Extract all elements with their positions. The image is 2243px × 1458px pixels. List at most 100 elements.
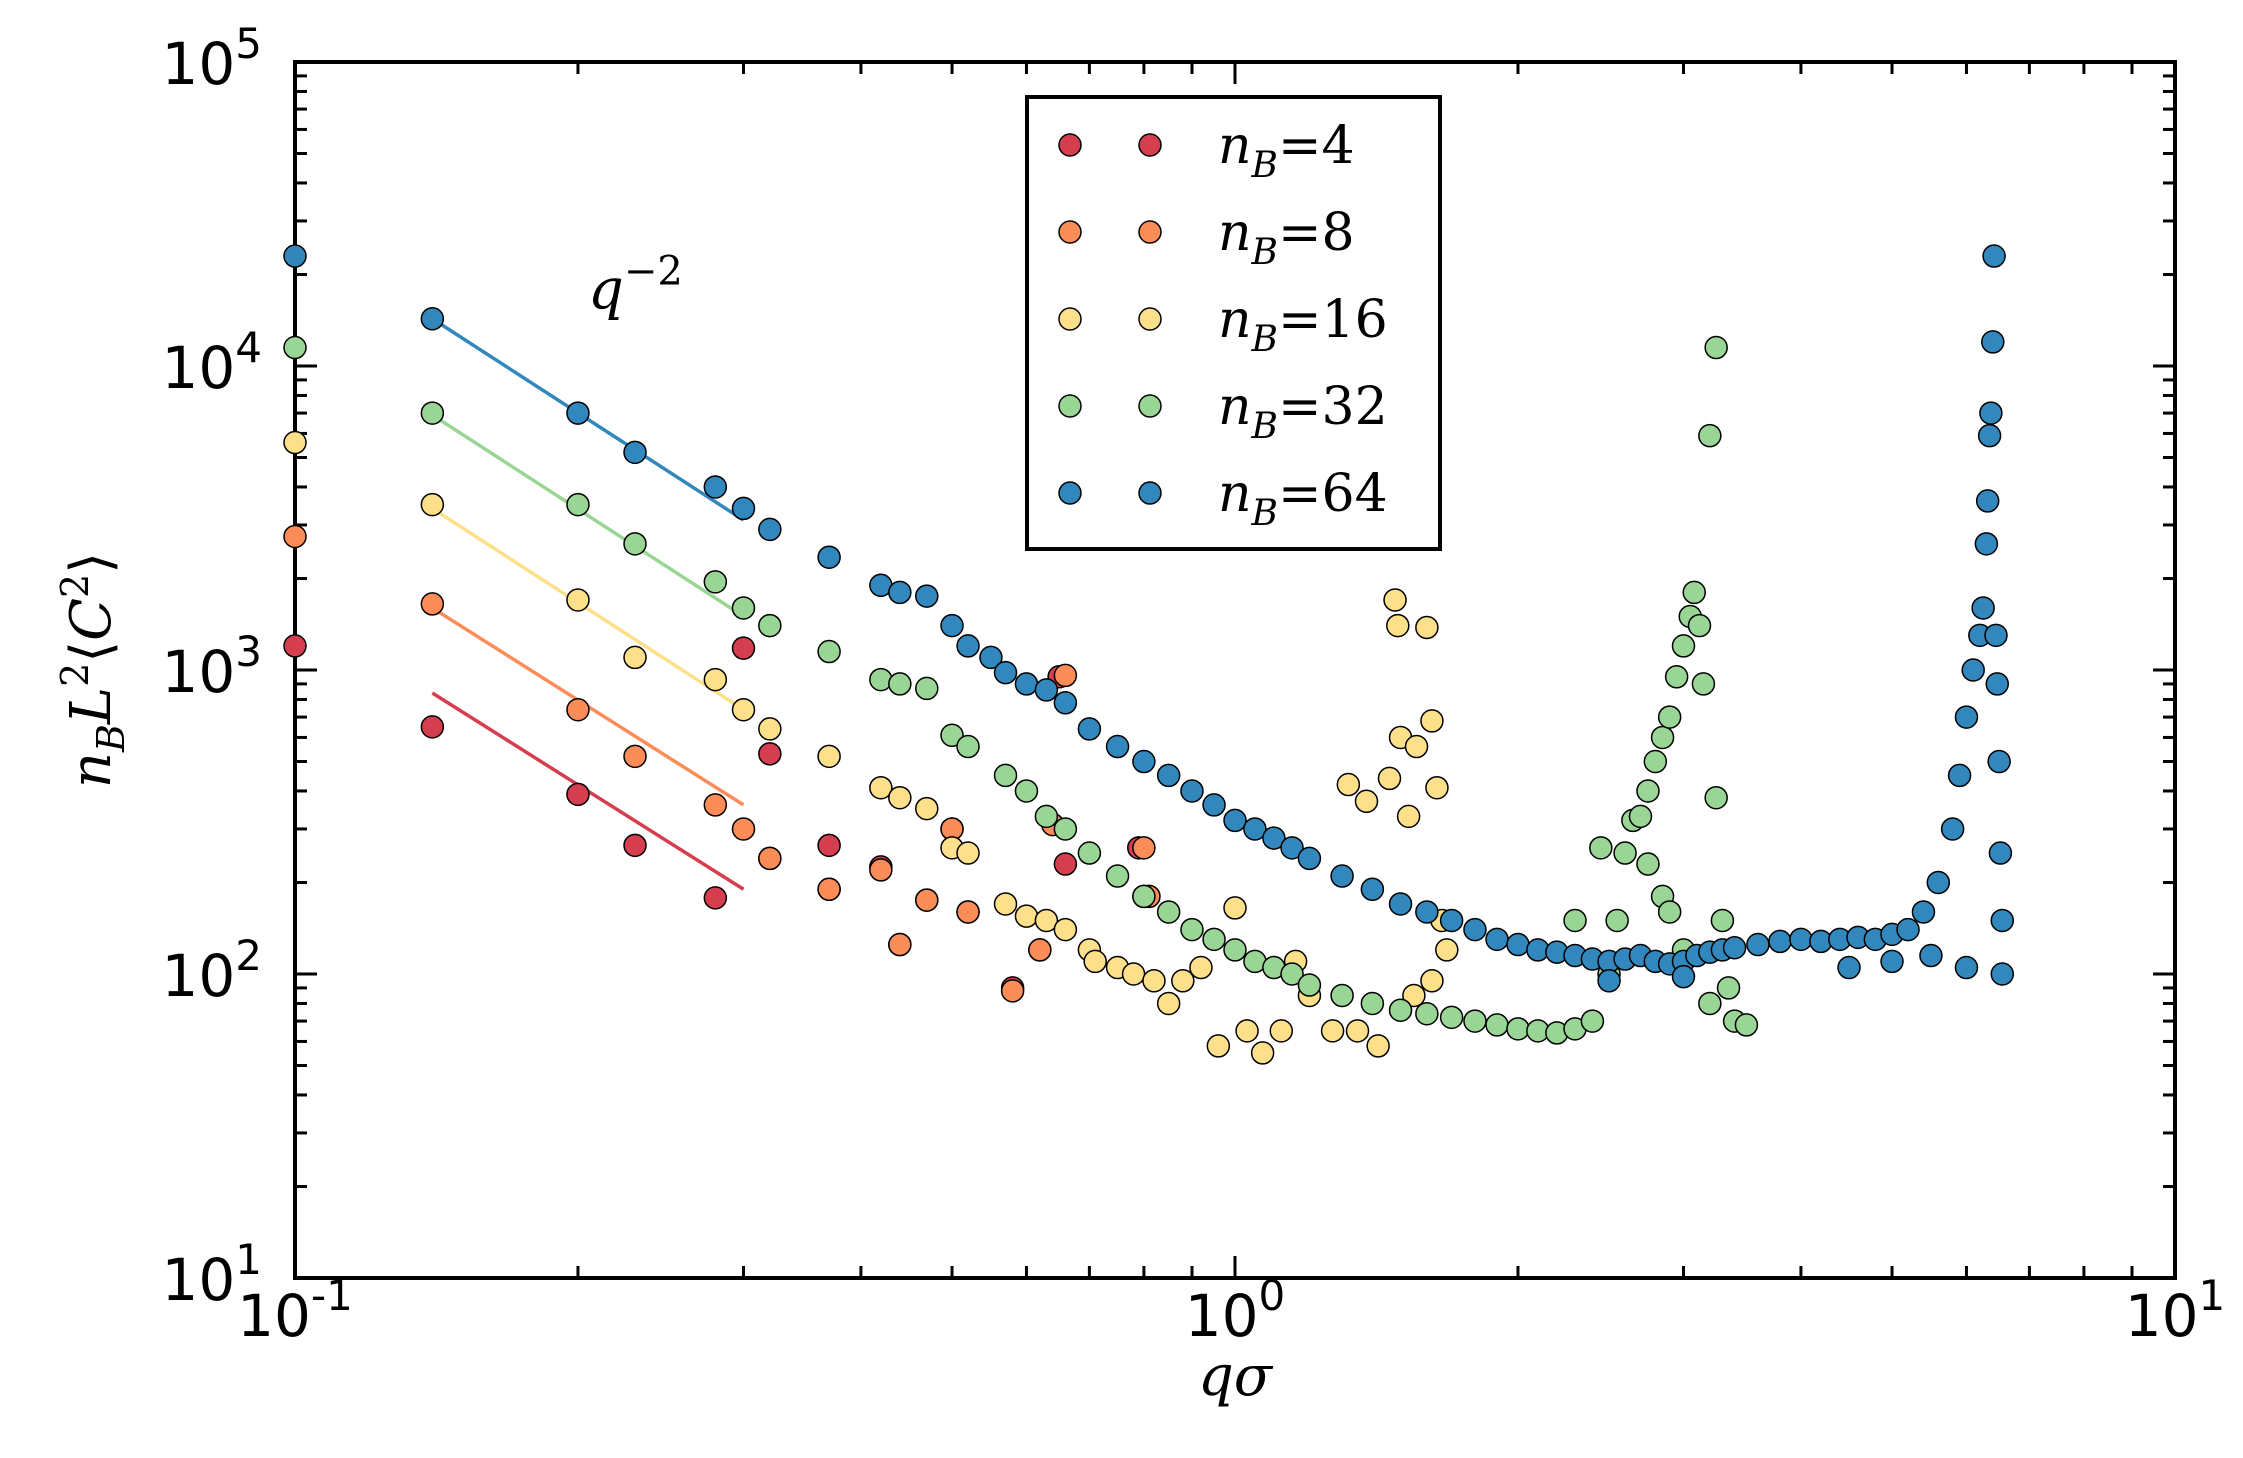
- data-point: [1704, 335, 1728, 360]
- data-point: [993, 660, 1018, 685]
- data-point: [1053, 917, 1078, 942]
- data-point: [1671, 964, 1696, 989]
- data-point: [566, 588, 590, 612]
- data-point: [1028, 938, 1052, 962]
- fit-line: [431, 506, 745, 712]
- data-point: [1919, 943, 1943, 968]
- data-point: [1396, 804, 1421, 829]
- data-point: [1657, 900, 1682, 924]
- svg-text:q−2: q−2: [588, 248, 683, 322]
- data-point: [1768, 929, 1792, 954]
- data-point: [915, 584, 939, 608]
- data-point: [1971, 596, 1995, 620]
- data-point: [1223, 896, 1247, 920]
- data-point: [888, 672, 912, 696]
- data-point: [1506, 1017, 1530, 1041]
- data-point: [888, 785, 912, 810]
- legend-marker: [1138, 307, 1162, 331]
- data-point: [1984, 623, 2008, 648]
- data-point: [623, 744, 647, 769]
- data-point: [1974, 532, 1999, 556]
- data-point: [869, 667, 893, 692]
- data-point: [1320, 1019, 1345, 1043]
- data-point: [731, 636, 756, 660]
- legend: nB=4 nB=8 nB=16 nB=32 nB=64: [1025, 95, 1442, 551]
- annotation-exponent: −2: [624, 248, 683, 294]
- x-tick-labels: 10-1 100 101: [237, 1271, 2225, 1350]
- data-point: [1388, 998, 1413, 1022]
- data-point: [1704, 785, 1728, 810]
- data-point: [869, 858, 893, 882]
- data-point: [1235, 1019, 1259, 1043]
- data-point: [1386, 613, 1410, 638]
- data-point: [1202, 927, 1226, 952]
- data-point: [1628, 804, 1653, 829]
- y-axis-label: nBL2⟨C2⟩: [53, 552, 133, 788]
- data-point: [1961, 658, 1985, 682]
- data-point: [979, 645, 1003, 670]
- data-point: [1710, 908, 1735, 933]
- data-point: [1345, 1019, 1370, 1043]
- data-point: [566, 782, 590, 807]
- data-point: [1439, 908, 1464, 933]
- data-point: [1664, 665, 1689, 689]
- slope-annotation: q−2: [588, 248, 683, 322]
- data-point: [420, 592, 445, 616]
- data-point: [1223, 808, 1247, 833]
- data-point: [1981, 330, 2005, 354]
- data-point: [1171, 969, 1195, 993]
- legend-marker: [1058, 481, 1082, 505]
- data-point: [566, 492, 590, 517]
- data-point: [1698, 423, 1722, 448]
- data-point: [731, 496, 756, 521]
- data-point: [731, 698, 756, 722]
- data-point: [915, 888, 939, 912]
- data-point: [1420, 709, 1444, 733]
- data-point: [566, 401, 590, 425]
- data-point: [1425, 775, 1449, 800]
- data-point: [1837, 955, 1861, 980]
- fit-lines: [431, 317, 745, 891]
- data-point: [420, 307, 445, 331]
- data-point: [1014, 779, 1039, 803]
- legend-marker: [1138, 133, 1162, 157]
- y-tick-label: 101: [161, 1235, 262, 1314]
- data-point: [888, 932, 912, 957]
- data-point: [1896, 917, 1920, 942]
- data-point: [1034, 908, 1059, 933]
- data-point: [1613, 841, 1637, 865]
- data-point: [1954, 705, 1979, 729]
- data-point: [758, 742, 782, 766]
- data-point: [869, 775, 893, 800]
- data-point: [817, 545, 841, 569]
- data-point: [1636, 779, 1660, 803]
- data-point: [1789, 927, 1813, 952]
- data-point: [283, 244, 307, 268]
- data-point: [1077, 717, 1102, 741]
- data-point: [817, 744, 841, 769]
- data-point: [1985, 672, 2009, 696]
- data-point: [1605, 908, 1629, 933]
- data-point: [1420, 969, 1444, 993]
- data-point: [888, 580, 912, 605]
- data-point: [1388, 892, 1413, 916]
- data-point: [1435, 938, 1459, 962]
- data-point: [731, 596, 756, 620]
- data-point: [420, 715, 445, 739]
- data-point: [1979, 401, 2003, 425]
- data-point: [1982, 244, 2006, 268]
- data-point: [1990, 962, 2015, 986]
- data-point: [817, 877, 841, 902]
- legend-label: nB=16: [1218, 290, 1388, 360]
- y-tick-label: 104: [161, 323, 262, 402]
- data-point: [1880, 949, 1904, 974]
- data-point: [1383, 588, 1407, 612]
- data-point: [1402, 983, 1426, 1008]
- data-point: [1206, 1034, 1231, 1058]
- data-point: [1722, 935, 1747, 960]
- data-point: [1926, 870, 1951, 895]
- data-point: [1360, 991, 1385, 1016]
- data-point: [1911, 900, 1936, 924]
- data-point: [758, 613, 782, 638]
